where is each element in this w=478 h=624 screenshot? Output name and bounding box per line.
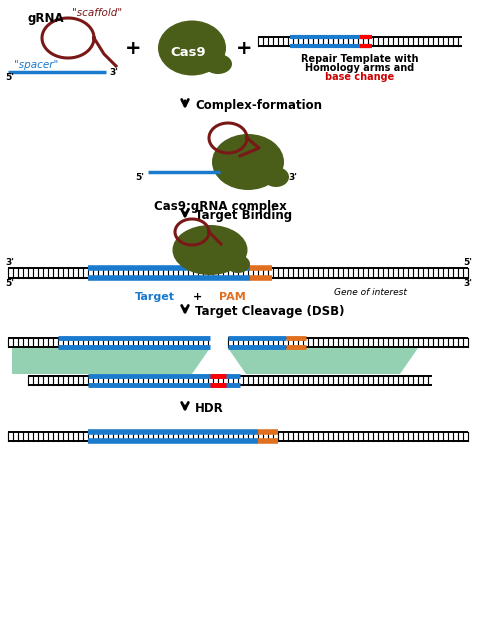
- Polygon shape: [228, 348, 418, 374]
- Polygon shape: [12, 348, 210, 374]
- Text: 3': 3': [109, 68, 118, 77]
- Text: 5': 5': [5, 279, 14, 288]
- Ellipse shape: [158, 21, 226, 76]
- Text: Target Binding: Target Binding: [195, 210, 292, 223]
- Text: 5': 5': [135, 173, 144, 182]
- Text: 3': 3': [288, 173, 297, 182]
- Text: Complex-formation: Complex-formation: [195, 99, 322, 112]
- Text: Homology arms and: Homology arms and: [305, 63, 414, 73]
- Text: "spacer": "spacer": [14, 60, 58, 70]
- Text: +: +: [236, 39, 252, 57]
- Text: HDR: HDR: [195, 402, 224, 416]
- Ellipse shape: [173, 225, 248, 275]
- Text: +: +: [194, 292, 203, 302]
- Text: gRNA: gRNA: [28, 12, 65, 25]
- Text: PAM: PAM: [218, 292, 245, 302]
- Text: "scaffold": "scaffold": [72, 8, 122, 18]
- Ellipse shape: [204, 54, 232, 74]
- Text: +: +: [125, 39, 141, 57]
- Text: Cas9: Cas9: [170, 46, 206, 59]
- Ellipse shape: [212, 134, 284, 190]
- Ellipse shape: [226, 255, 250, 273]
- Text: Repair Template with: Repair Template with: [301, 54, 419, 64]
- Text: Target: Target: [135, 292, 175, 302]
- Text: Cas9:gRNA complex: Cas9:gRNA complex: [153, 200, 286, 213]
- Text: base change: base change: [326, 72, 395, 82]
- Text: 3': 3': [5, 258, 14, 267]
- Text: 3': 3': [463, 279, 472, 288]
- Text: Target Cleavage (DSB): Target Cleavage (DSB): [195, 306, 345, 318]
- Ellipse shape: [263, 167, 289, 187]
- Text: 5': 5': [5, 73, 14, 82]
- Text: 5': 5': [463, 258, 472, 267]
- Text: Gene of interest: Gene of interest: [334, 288, 406, 297]
